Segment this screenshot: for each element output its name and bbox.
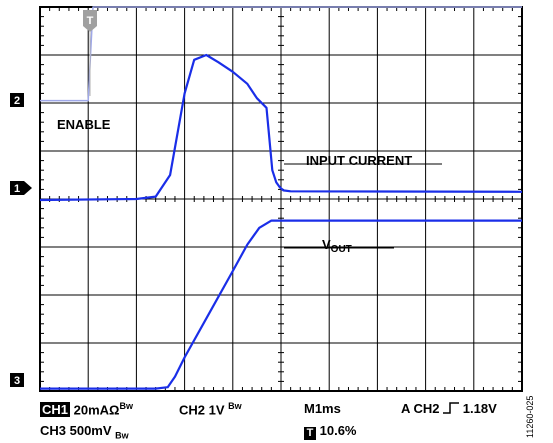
trigger-prefix: A CH2 [401, 401, 440, 416]
ch2-scale: CH2 1V [179, 402, 225, 418]
rising-edge-icon [443, 402, 460, 414]
ch3-scale: CH3 500mV [40, 423, 112, 438]
ch1-marker-label: 1 [14, 183, 20, 195]
trigger-position-readout: T 10.6% [304, 423, 357, 440]
ch2-marker-label: 2 [14, 95, 20, 107]
ch2-bw: Bw [228, 401, 242, 411]
ch1-scale: 20mAΩ [73, 402, 120, 418]
grid [40, 7, 522, 391]
trigger-marker-label: T [87, 15, 94, 27]
trigger-readout: A CH2 1.18V [401, 401, 497, 416]
vout-trace [40, 219, 522, 390]
trigger-position-icon: T [304, 427, 316, 440]
trigger-marker: T [83, 10, 97, 96]
ch3-bw: Bw [115, 430, 129, 441]
trigger-position: 10.6% [319, 423, 357, 438]
ch3-scale-readout: CH3 500mV Bw [40, 423, 129, 441]
oscilloscope-screen: T 2 1 3 ENABLE INPUT CURRENT VOUT [10, 6, 523, 392]
input-current-label: INPUT CURRENT [306, 153, 412, 168]
traces [39, 6, 523, 390]
timebase-readout: M1ms [304, 401, 341, 416]
ch2-marker: 2 [10, 93, 24, 107]
ch1-bw: Bw [119, 401, 133, 411]
figure-id: 11260-025 [525, 395, 535, 438]
input-current-trace [39, 53, 523, 202]
ch1-badge: CH1 [40, 402, 71, 418]
vout-label: VOUT [322, 237, 352, 255]
ch2-scale-readout: CH2 1V Bw [179, 401, 242, 417]
enable-label: ENABLE [57, 117, 111, 132]
enable-trace [40, 6, 522, 102]
ch1-marker: 1 [10, 181, 32, 195]
ch3-marker-label: 3 [14, 375, 20, 387]
ch1-scale-readout: CH1 20mAΩBw [40, 401, 133, 418]
ch3-marker: 3 [10, 373, 24, 387]
trigger-level: 1.18V [462, 401, 497, 416]
